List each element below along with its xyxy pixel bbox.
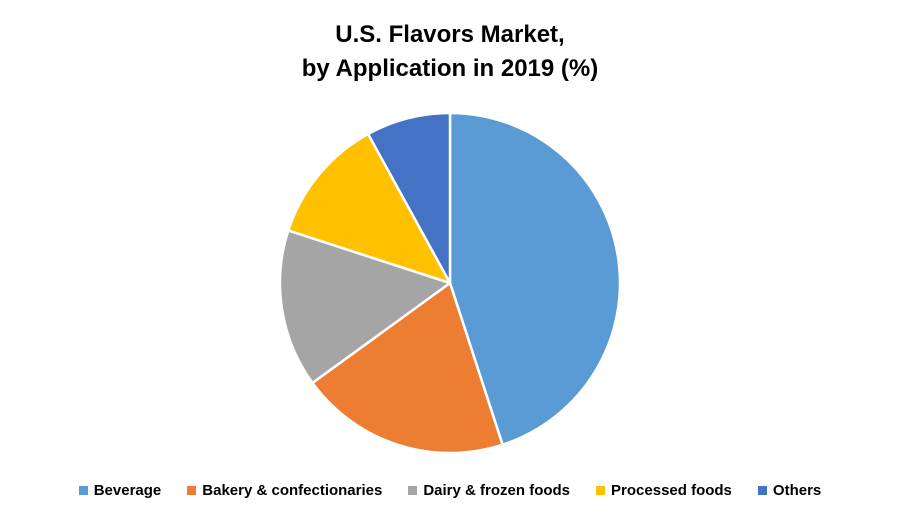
- legend-swatch-processed-foods: [596, 486, 606, 495]
- pie-slice-processed-foods: [287, 132, 452, 285]
- legend-label-dairy-frozen-foods: Dairy & frozen foods: [423, 482, 571, 499]
- legend-swatch-dairy-frozen-foods: [408, 486, 418, 495]
- legend-item-dairy-frozen-foods: Dairy & frozen foods: [408, 482, 570, 499]
- legend-label-bakery-confectionaries: Bakery & confectionaries: [202, 482, 383, 499]
- legend-item-beverage: Beverage: [78, 482, 162, 499]
- pie-slice-dairy-frozen-foods: [278, 229, 452, 385]
- legend-label-beverage: Beverage: [93, 482, 162, 499]
- pie-slices: [278, 111, 622, 455]
- chart-title-line-2: by Application in 2019 (%): [301, 55, 599, 82]
- chart-title-line-1: U.S. Flavors Market,: [335, 21, 565, 48]
- legend-swatch-others: [757, 486, 767, 495]
- legend-swatch-bakery-confectionaries: [187, 486, 197, 495]
- chart-legend: Beverage Bakery & confectionaries Dairy & …: [0, 482, 900, 499]
- legend-label-others: Others: [772, 482, 822, 499]
- pie-slice-others: [366, 111, 452, 285]
- legend-item-processed-foods: Processed foods: [596, 482, 732, 499]
- chart-title: U.S. Flavors Market, by Application in 2…: [0, 18, 900, 86]
- legend-swatch-beverage: [78, 486, 88, 495]
- legend-item-others: Others: [757, 482, 822, 499]
- legend-label-processed-foods: Processed foods: [611, 482, 732, 499]
- pie-slice-beverage: [448, 111, 622, 446]
- pie-slice-bakery-confectionaries: [311, 281, 504, 455]
- legend-item-bakery-confectionaries: Bakery & confectionaries: [187, 482, 382, 499]
